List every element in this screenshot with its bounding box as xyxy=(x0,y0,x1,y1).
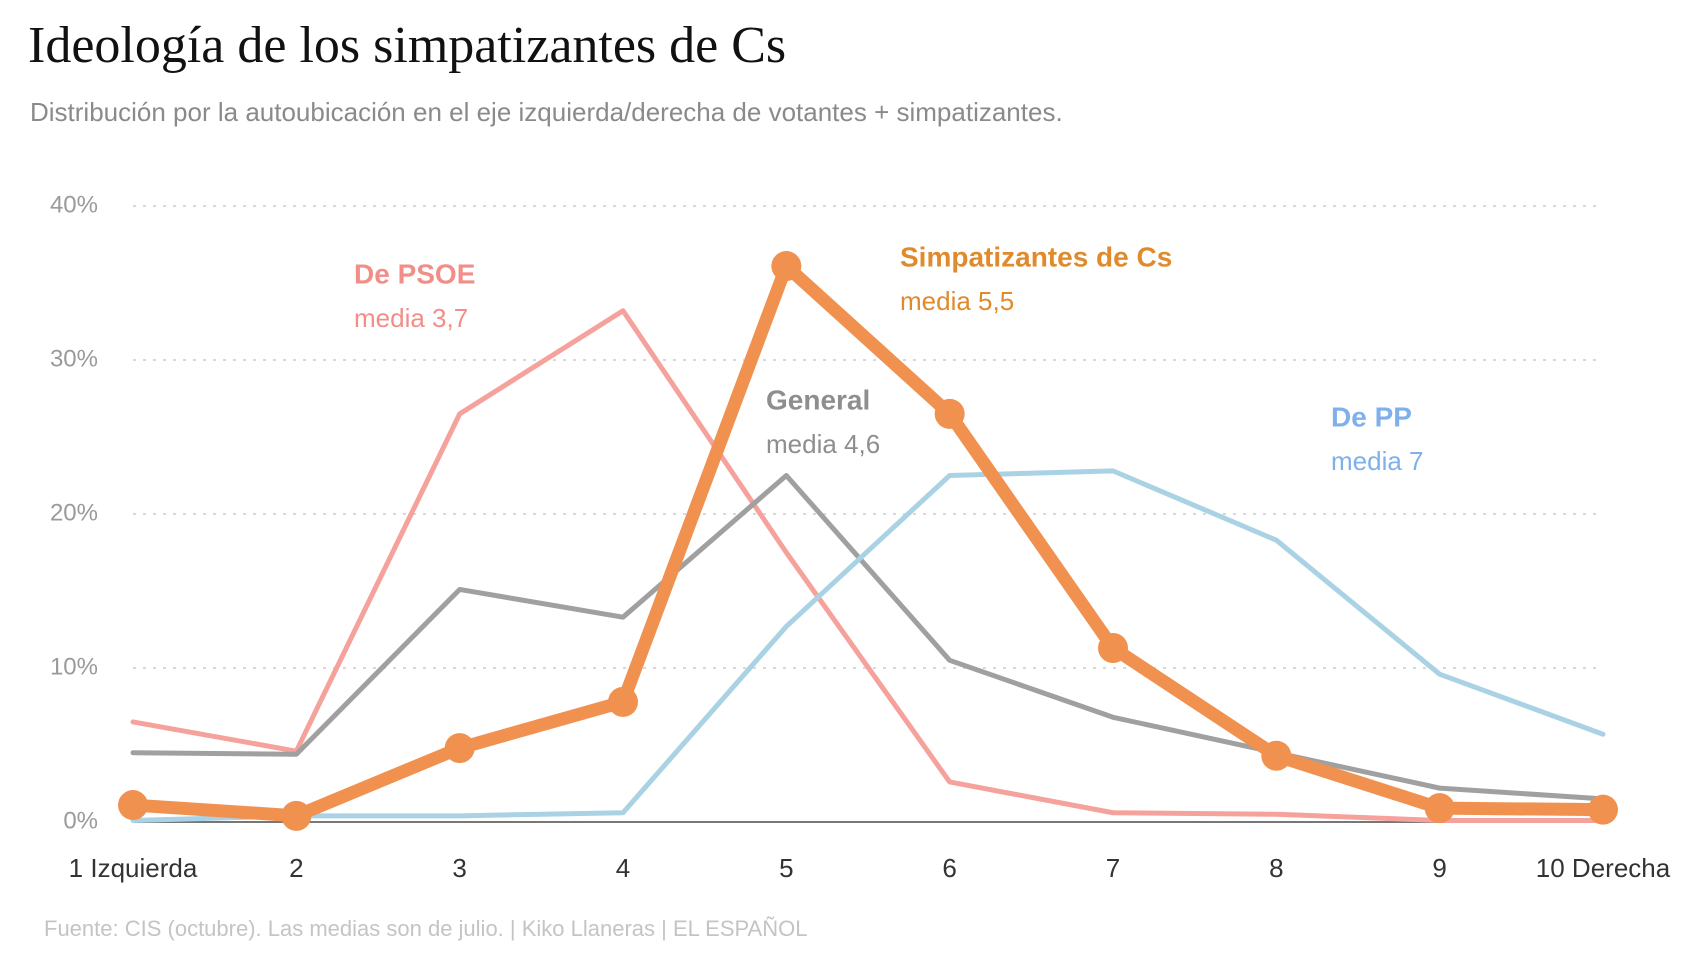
x-tick-label: 1 Izquierda xyxy=(69,853,198,883)
y-tick-label: 20% xyxy=(50,499,98,526)
y-tick-label: 10% xyxy=(50,653,98,680)
series-marker xyxy=(281,800,312,831)
series-annotation: media 4,6 xyxy=(766,429,880,459)
x-tick-label: 9 xyxy=(1432,853,1446,883)
series-marker xyxy=(1424,793,1455,824)
series-line xyxy=(130,308,1606,823)
series-marker xyxy=(934,398,965,429)
series-marker xyxy=(1588,794,1618,825)
series-label: General xyxy=(766,384,870,415)
series-label: De PSOE xyxy=(354,258,475,289)
source-note: Fuente: CIS (octubre). Las medias son de… xyxy=(44,916,807,941)
x-tick-label: 3 xyxy=(452,853,466,883)
series-label: De PP xyxy=(1331,401,1412,432)
y-tick-label: 30% xyxy=(50,345,98,372)
y-tick-label: 40% xyxy=(50,191,98,218)
y-tick-label: 0% xyxy=(63,807,98,834)
x-tick-label: 2 xyxy=(289,853,303,883)
chart-subtitle: Distribución por la autoubicación en el … xyxy=(30,97,1063,127)
series-label: Simpatizantes de Cs xyxy=(900,241,1172,272)
series-line xyxy=(126,259,1610,823)
series-marker xyxy=(608,686,638,717)
x-tick-label: 7 xyxy=(1106,853,1120,883)
x-tick-label: 10 Derecha xyxy=(1536,853,1671,883)
series-line xyxy=(130,468,1606,823)
series-annotation: media 5,5 xyxy=(900,286,1014,316)
x-tick-label: 8 xyxy=(1269,853,1283,883)
series-annotation: media 7 xyxy=(1331,446,1424,476)
series-annotation: media 3,7 xyxy=(354,303,468,333)
x-tick-label: 5 xyxy=(779,853,793,883)
x-tick-label: 6 xyxy=(942,853,956,883)
series-line xyxy=(130,473,1606,802)
series-marker xyxy=(1098,632,1128,663)
series-marker xyxy=(771,251,802,282)
x-tick-label: 4 xyxy=(616,853,630,883)
series-marker xyxy=(1261,740,1292,771)
series-marker xyxy=(444,733,475,764)
series-marker xyxy=(118,790,148,821)
chart-title: Ideología de los simpatizantes de Cs xyxy=(28,17,786,74)
